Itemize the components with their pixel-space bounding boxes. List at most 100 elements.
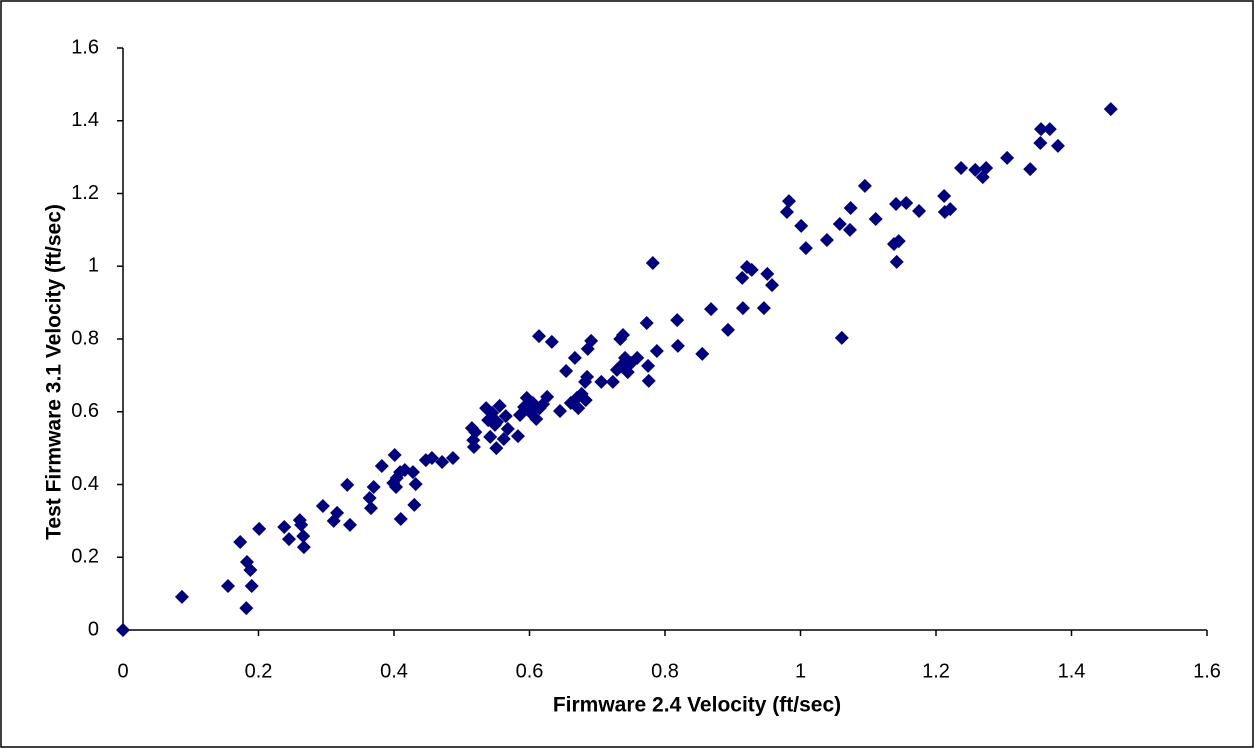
data-point — [540, 389, 555, 404]
data-point — [362, 490, 377, 505]
data-point — [489, 414, 504, 429]
data-point — [544, 334, 559, 349]
data-point — [1103, 102, 1118, 117]
data-point — [834, 330, 849, 345]
x-tick-label: 0.4 — [380, 660, 408, 682]
data-point — [407, 497, 422, 512]
x-tick-label: 0 — [117, 660, 128, 682]
data-point — [584, 333, 599, 348]
data-point — [435, 454, 450, 469]
data-point — [116, 623, 130, 637]
data-point — [744, 262, 759, 277]
data-point — [389, 480, 404, 495]
data-point — [615, 327, 630, 342]
data-point — [296, 540, 311, 555]
data-point — [630, 350, 645, 365]
data-point — [968, 162, 983, 177]
data-point — [1042, 122, 1057, 137]
x-tick-label: 0.6 — [516, 660, 544, 682]
data-point — [721, 322, 736, 337]
data-point — [492, 398, 507, 413]
x-tick-label: 1.4 — [1058, 660, 1086, 682]
data-point — [937, 189, 952, 204]
data-point — [641, 373, 656, 388]
x-tick-label: 0.8 — [651, 660, 679, 682]
y-tick-label: 0.2 — [71, 546, 99, 568]
data-point — [580, 369, 595, 384]
data-point — [571, 401, 586, 416]
data-point — [496, 432, 511, 447]
data-point — [567, 350, 582, 365]
data-point — [889, 254, 904, 269]
data-point — [296, 529, 311, 544]
data-point — [943, 202, 958, 217]
data-point — [704, 302, 719, 317]
data-point — [889, 197, 904, 212]
x-tick-label: 1 — [795, 660, 806, 682]
data-point — [340, 477, 355, 492]
data-point — [670, 313, 685, 328]
data-point — [489, 441, 504, 456]
data-point — [393, 512, 408, 527]
data-point — [342, 517, 357, 532]
data-point — [330, 505, 345, 520]
data-point — [1033, 135, 1048, 150]
data-point — [645, 255, 660, 270]
data-point — [735, 301, 750, 316]
data-point — [899, 195, 914, 210]
data-point — [366, 480, 381, 495]
data-point — [819, 233, 834, 248]
data-point — [639, 315, 654, 330]
data-point — [498, 409, 513, 424]
data-point — [979, 161, 994, 176]
data-point — [315, 498, 330, 513]
x-axis-title: Firmware 2.4 Velocity (ft/sec) — [553, 694, 841, 717]
data-point — [891, 234, 906, 249]
data-point — [605, 374, 620, 389]
data-point — [233, 534, 248, 549]
data-point — [244, 578, 259, 593]
data-point — [387, 448, 402, 463]
data-point — [760, 266, 775, 281]
data-point — [424, 450, 439, 465]
data-point — [1034, 122, 1049, 137]
y-axis-title: Test Firmware 3.1 Velocity (ft/sec) — [43, 204, 66, 540]
data-point — [832, 217, 847, 232]
data-point — [405, 465, 420, 480]
data-point — [468, 425, 483, 440]
y-tick-label: 0.6 — [71, 400, 99, 422]
data-point — [500, 421, 515, 436]
data-point — [868, 211, 883, 226]
data-point — [1050, 138, 1065, 153]
data-point — [765, 278, 780, 293]
data-point — [243, 562, 258, 577]
data-point — [857, 178, 872, 193]
data-point — [239, 601, 254, 616]
y-tick-label: 1.4 — [71, 109, 99, 131]
data-point — [779, 205, 794, 220]
data-point — [912, 203, 927, 218]
data-point — [483, 429, 498, 444]
data-point — [221, 578, 236, 593]
y-tick-label: 1.2 — [71, 182, 99, 204]
y-tick-label: 0 — [88, 618, 99, 640]
data-point — [281, 532, 296, 547]
data-point — [594, 374, 609, 389]
data-point — [756, 301, 771, 316]
y-tick-label: 0.8 — [71, 327, 99, 349]
data-point — [1023, 162, 1038, 177]
data-point — [531, 329, 546, 344]
y-tick-label: 1.6 — [71, 36, 99, 58]
data-point — [252, 521, 267, 536]
data-point — [552, 404, 567, 419]
data-point — [445, 450, 460, 465]
data-point — [277, 520, 292, 535]
data-point — [670, 338, 685, 353]
data-point — [794, 218, 809, 233]
data-point — [363, 501, 378, 516]
y-tick-label: 0.4 — [71, 473, 99, 495]
data-point — [1000, 150, 1015, 165]
data-point — [466, 440, 481, 455]
y-tick-label: 1 — [88, 255, 99, 277]
